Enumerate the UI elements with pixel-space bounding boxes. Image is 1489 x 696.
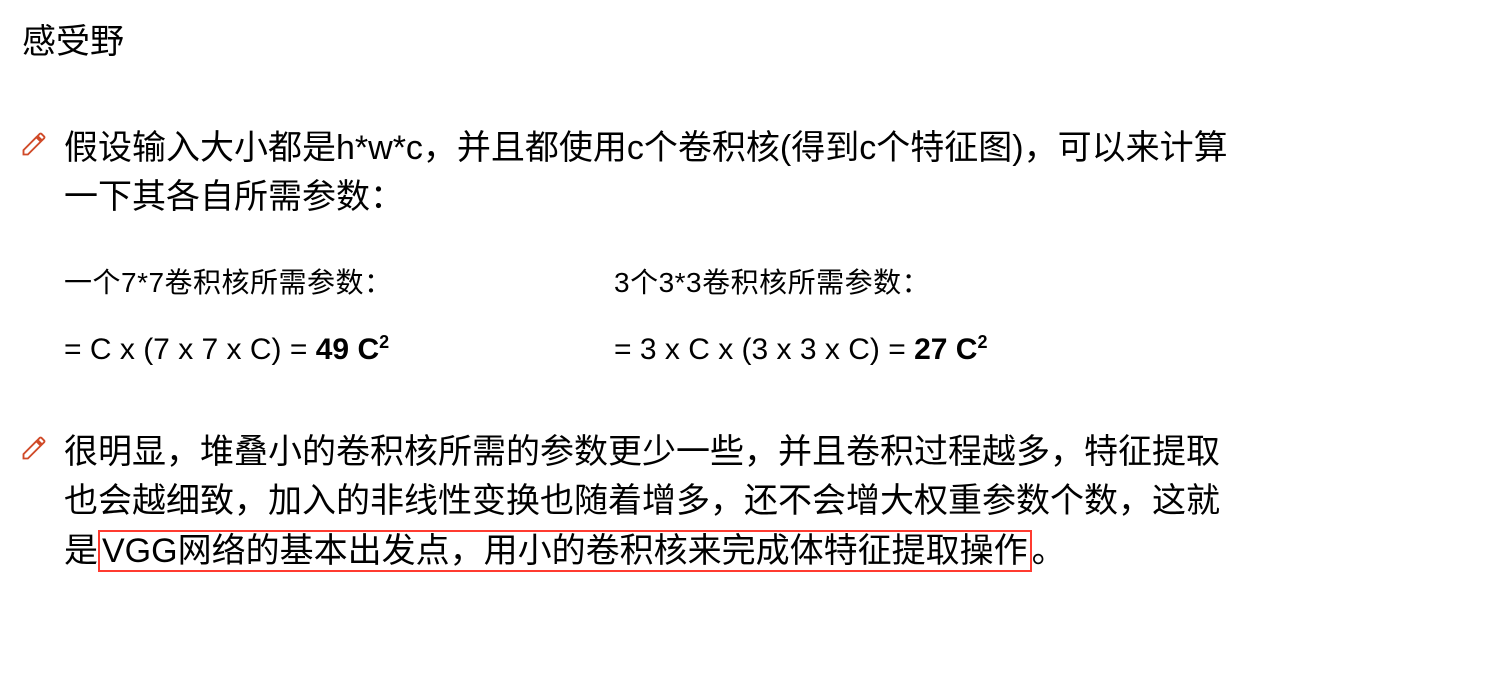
equation-right-pre: = 3 x C x (3 x 3 x C) = <box>614 333 914 366</box>
equation-right-coef: 27 C <box>914 333 977 366</box>
equation-left-exp: 2 <box>379 332 389 352</box>
bullet1-line-b: 一下其各自所需参数： <box>64 178 404 216</box>
equation-right-label: 3个3*3卷积核所需参数： <box>614 263 987 302</box>
equation-left-column: 一个7*7卷积核所需参数： = C x (7 x 7 x C) = 49 C2 <box>64 263 604 368</box>
bullet-block-1: 假设输入大小都是h*w*c，并且都使用c个卷积核(得到c个特征图)，可以来计算 … <box>20 124 1469 223</box>
section-heading: 感受野 <box>22 20 1469 64</box>
equation-left-result: 49 C2 <box>316 333 389 366</box>
bullet1-line-a: 假设输入大小都是h*w*c，并且都使用c个卷积核(得到c个特征图)，可以来计算 <box>64 129 1228 167</box>
bullet2-line3-pre: 是 <box>64 532 98 570</box>
bullet1-text: 假设输入大小都是h*w*c，并且都使用c个卷积核(得到c个特征图)，可以来计算 … <box>64 124 1469 223</box>
document-page: 感受野 假设输入大小都是h*w*c，并且都使用c个卷积核(得到c个特征图)，可以… <box>0 0 1489 576</box>
pencil-icon <box>20 130 48 158</box>
equation-right-column: 3个3*3卷积核所需参数： = 3 x C x (3 x 3 x C) = 27… <box>614 263 987 368</box>
bullet2-line3-post: 。 <box>1032 532 1066 570</box>
pencil-icon <box>20 434 48 462</box>
equation-left-coef: 49 C <box>316 333 379 366</box>
equation-right-exp: 2 <box>977 332 987 352</box>
bullet2-line2: 也会越细致，加入的非线性变换也随着增多，还不会增大权重参数个数，这就 <box>64 482 1220 520</box>
equation-row: 一个7*7卷积核所需参数： = C x (7 x 7 x C) = 49 C2 … <box>64 263 1469 368</box>
highlight-box: VGG网络的基本出发点，用小的卷积核来完成体特征提取操作 <box>98 530 1032 572</box>
equation-left-pre: = C x (7 x 7 x C) = <box>64 333 316 366</box>
equation-right-body: = 3 x C x (3 x 3 x C) = 27 C2 <box>614 332 987 368</box>
equation-left-label: 一个7*7卷积核所需参数： <box>64 263 604 302</box>
bullet2-line1: 很明显，堆叠小的卷积核所需的参数更少一些，并且卷积过程越多，特征提取 <box>64 433 1220 471</box>
bullet2-text: 很明显，堆叠小的卷积核所需的参数更少一些，并且卷积过程越多，特征提取 也会越细致… <box>64 428 1469 576</box>
bullet-block-2: 很明显，堆叠小的卷积核所需的参数更少一些，并且卷积过程越多，特征提取 也会越细致… <box>20 428 1469 576</box>
equation-right-result: 27 C2 <box>914 333 987 366</box>
equation-left-body: = C x (7 x 7 x C) = 49 C2 <box>64 332 604 368</box>
